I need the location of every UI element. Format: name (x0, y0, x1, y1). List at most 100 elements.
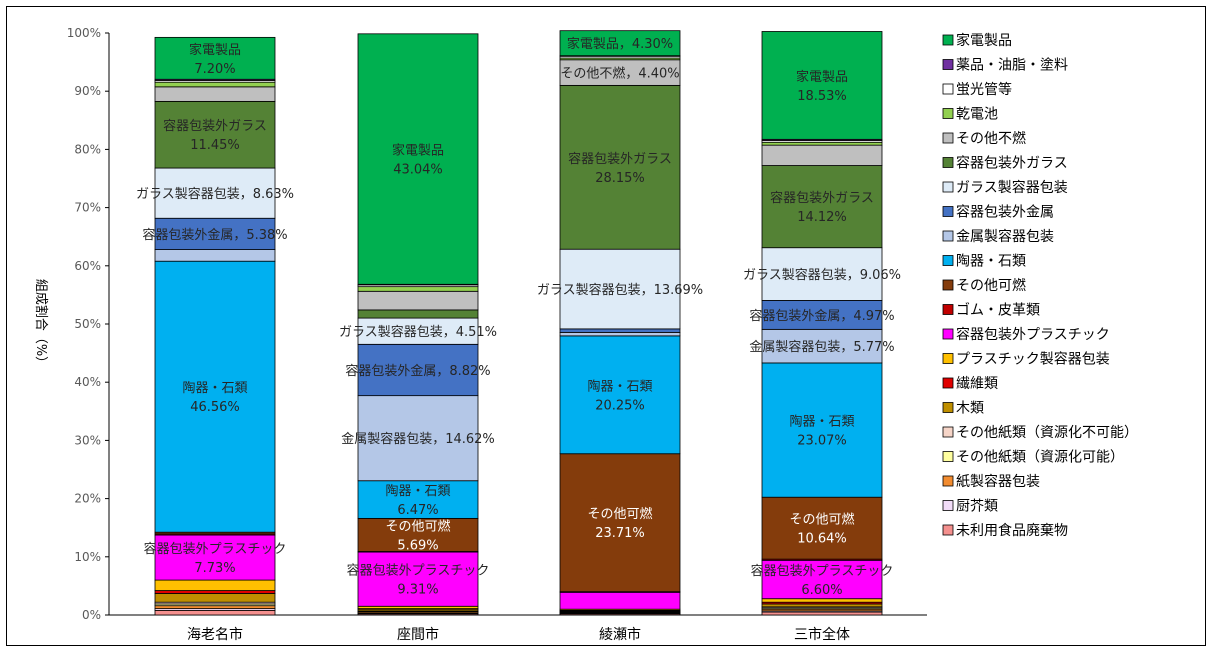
y-axis-title: 組成割合（%） (33, 279, 49, 369)
legend-swatch (942, 255, 954, 266)
legend-label: ガラス製容器包装 (956, 179, 1068, 196)
data-label: 容器包装外ガラス (568, 151, 672, 167)
y-tick-label: 100% (67, 26, 101, 40)
y-tick-label: 40% (74, 375, 101, 389)
data-label: 陶器・石類 (587, 378, 652, 394)
y-tick-label: 0% (82, 608, 101, 622)
x-category-label: 海老名市 (187, 626, 243, 643)
data-label: 家電製品 (796, 69, 848, 85)
bar-segment (154, 593, 276, 603)
data-label: 6.47% (397, 503, 438, 518)
x-category-label: 三市全体 (794, 626, 850, 643)
legend-swatch (942, 377, 954, 389)
data-label: 18.53% (797, 89, 847, 104)
legend-label: その他紙類（資源化可能） (956, 450, 1124, 466)
bar-segment (559, 453, 681, 593)
data-label: その他可燃 (587, 506, 652, 522)
bar-segment (154, 260, 276, 533)
bar-segment (761, 362, 883, 498)
bar-segment (357, 290, 479, 311)
data-label: その他可燃 (789, 512, 854, 528)
data-label: 金属製容器包装，5.77% (749, 339, 894, 355)
bar-segment (357, 343, 479, 397)
legend-label: 陶器・石類 (956, 254, 1026, 270)
legend-swatch (942, 279, 954, 291)
data-label: 容器包装外金属，4.97% (749, 308, 894, 324)
bar-segment (559, 335, 681, 455)
bar-segment (761, 144, 883, 166)
bar-segment (154, 100, 276, 169)
bar-segment (154, 590, 276, 594)
data-label: ガラス製容器包装，9.06% (743, 267, 901, 283)
legend-label: ゴム・皮革類 (956, 302, 1040, 319)
data-label: その他不燃，4.40% (560, 66, 679, 82)
legend-label: 容器包装外金属 (956, 204, 1054, 221)
data-label: 28.15% (595, 171, 645, 186)
legend-label: 蛍光管等 (956, 81, 1012, 98)
legend-swatch (942, 451, 954, 462)
bar-segment (761, 165, 883, 249)
legend-label: 木類 (956, 401, 984, 417)
x-category-label: 座間市 (397, 626, 439, 643)
y-tick-label: 10% (74, 550, 101, 564)
bar-segment (559, 331, 681, 337)
bar-segment (154, 167, 276, 219)
data-label: 容器包装外金属，8.82% (345, 363, 490, 379)
bar-segment (154, 36, 276, 80)
data-label: 容器包装外プラスチック (144, 541, 287, 557)
legend-swatch (942, 475, 954, 487)
stacked-bar-chart: 0% 10% 20% 30% 40% 50% 60% 70% 80% 90% 100% 組成割合（%）… (33, 26, 1138, 643)
legend-label: 乾電池 (956, 107, 998, 123)
bar-segment (357, 309, 479, 319)
data-label: 20.25% (595, 398, 645, 413)
bar-segment (761, 300, 883, 330)
data-label: 23.71% (595, 526, 645, 541)
legend-label: 薬品・油脂・塗料 (956, 57, 1068, 74)
legend-swatch (942, 328, 954, 340)
bar-segment (154, 605, 276, 609)
bar-segment (154, 217, 276, 250)
bar-segment (761, 247, 883, 301)
data-label: 6.60% (801, 583, 842, 598)
data-label: 容器包装外プラスチック (347, 563, 490, 579)
bar-segment (559, 248, 681, 330)
bar-segment (154, 609, 276, 616)
legend-swatch (942, 304, 954, 315)
legend-label: その他不燃 (956, 130, 1026, 147)
data-label: 陶器・石類 (385, 483, 450, 499)
legend-swatch (942, 108, 954, 119)
bar-segment (357, 317, 479, 345)
legend-swatch (942, 59, 954, 70)
chart-frame: 0% 10% 20% 30% 40% 50% 60% 70% 80% 90% 100% 組成割合（%）… (6, 6, 1206, 646)
bar-segment (559, 59, 681, 86)
data-label: 家電製品，4.30% (567, 36, 673, 52)
bar-segment (357, 480, 479, 519)
bar-segment (761, 328, 883, 364)
data-label: ガラス製容器包装，13.69% (537, 282, 703, 298)
legend-swatch (942, 402, 954, 413)
data-label: 容器包装外プラスチック (751, 563, 894, 579)
data-label: 10.64% (797, 532, 847, 547)
data-label: 家電製品 (392, 143, 444, 159)
data-label: 23.07% (797, 434, 847, 449)
bar-segment (357, 517, 479, 552)
y-tick-label: 60% (74, 259, 101, 273)
legend-label: その他紙類（資源化不可能） (956, 425, 1138, 441)
data-label: 9.31% (397, 583, 438, 598)
bar-segment (559, 591, 681, 610)
legend-swatch (942, 34, 954, 46)
bar-segment (761, 31, 883, 140)
bar-segment (559, 84, 681, 250)
bar-segment (761, 559, 883, 600)
data-label: ガラス製容器包装，4.51% (339, 324, 497, 340)
legend-swatch (942, 426, 954, 438)
legend-label: 容器包装外ガラス (956, 155, 1068, 172)
bar-segment (154, 249, 276, 262)
bar-segment (357, 33, 479, 285)
bar-segment (761, 603, 883, 608)
legend-label: 未利用食品廃棄物 (956, 522, 1068, 539)
legend-swatch (942, 500, 954, 511)
bar-segment (559, 30, 681, 57)
bar-segment (761, 141, 883, 146)
legend-swatch (942, 230, 954, 242)
